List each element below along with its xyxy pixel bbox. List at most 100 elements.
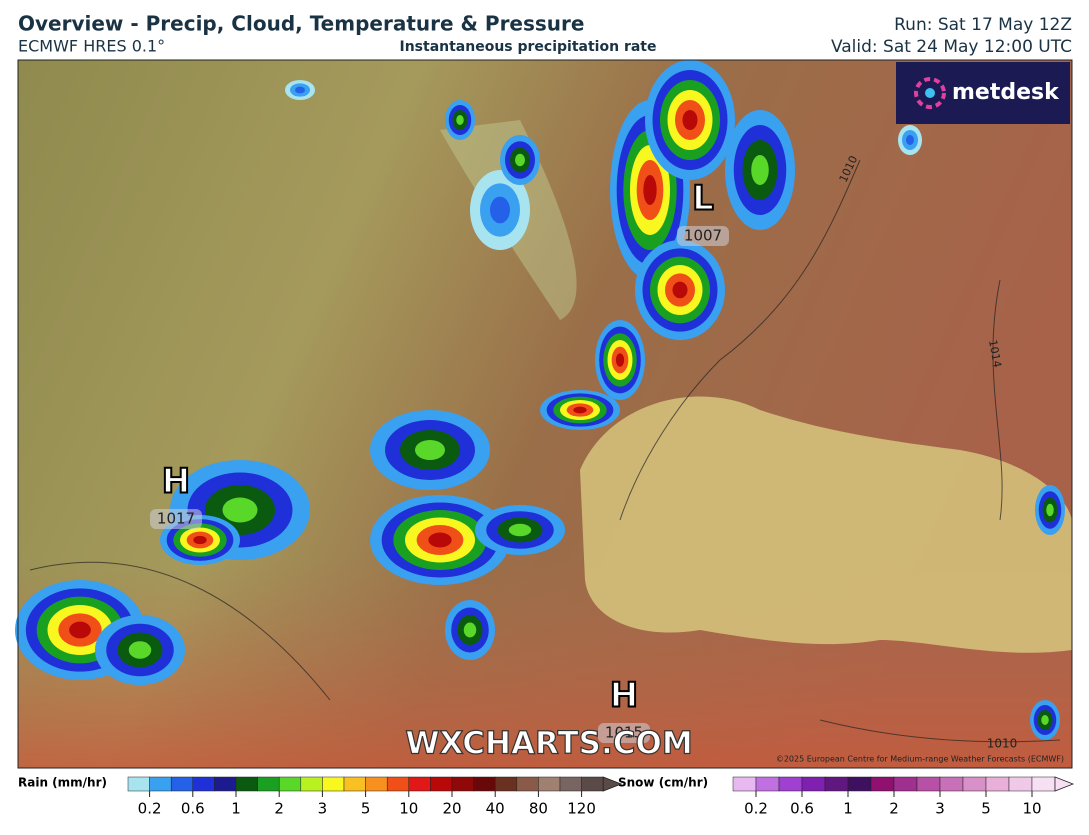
precip-cell: [193, 535, 207, 545]
snow-swatch: [732, 776, 757, 792]
isobar-label: 1014: [986, 339, 1004, 369]
rain-tick-label: 40: [486, 800, 505, 818]
precip-cell: [508, 523, 532, 537]
precip-cell: [490, 196, 510, 224]
precip-cell: [1046, 503, 1054, 517]
precip-cell: [1041, 715, 1049, 725]
rain-tick-label: 120: [567, 800, 596, 818]
rain-swatch: [581, 776, 604, 792]
rain-swatch: [343, 776, 366, 792]
rain-swatch: [300, 776, 323, 792]
rain-swatch: [494, 776, 518, 792]
precip-cell: [428, 532, 452, 548]
pressure-symbol: L: [692, 179, 714, 219]
rain-tick-label: 1: [231, 800, 241, 818]
isobar: [992, 279, 1003, 521]
rain-swatch: [473, 776, 496, 792]
valid-time: Valid: Sat 24 May 12:00 UTC: [831, 37, 1072, 57]
precip-cell: [643, 175, 657, 205]
rain-legend-label: Rain (mm/hr): [18, 776, 107, 790]
rain-tick-label: 3: [318, 800, 328, 818]
snow-swatch: [985, 776, 1010, 792]
precip-cell: [295, 86, 305, 94]
snow-tick-label: 3: [935, 800, 945, 818]
precip-cell: [615, 353, 625, 367]
snow-swatch: [778, 776, 803, 792]
rain-swatch: [127, 776, 150, 792]
precip-cell: [69, 621, 91, 639]
rain-swatch: [192, 776, 215, 792]
snow-swatch: [939, 776, 964, 792]
pressure-value: 1007: [684, 227, 722, 245]
pressure-symbol: H: [610, 676, 638, 716]
snow-swatch: [801, 776, 826, 792]
rain-tick-label: 0.2: [138, 800, 162, 818]
watermark: WXCHARTS.COM: [405, 726, 692, 762]
snow-tick-label: 2: [889, 800, 899, 818]
snow-arrow: [1054, 776, 1075, 792]
precip-cell: [515, 153, 525, 167]
precip-cell: [751, 155, 769, 185]
pressure-value: 1015: [605, 724, 643, 742]
precip-cell: [456, 115, 464, 125]
rain-swatch: [559, 776, 582, 792]
precip-cell: [906, 135, 914, 145]
rain-swatch: [408, 776, 431, 792]
pressure-value: 1017: [157, 510, 195, 528]
precip-cell: [463, 622, 477, 638]
snow-swatch: [870, 776, 895, 792]
precip-cell: [128, 641, 152, 659]
snow-tick-label: 0.2: [744, 800, 768, 818]
rain-tick-label: 2: [274, 800, 284, 818]
snow-tick-label: 5: [981, 800, 991, 818]
rain-swatch: [430, 776, 453, 792]
black-sea: [580, 396, 1072, 653]
precipitation: [15, 60, 1065, 740]
snow-swatch: [893, 776, 918, 792]
rain-swatch: [365, 776, 388, 792]
map-frame: [17, 59, 1073, 769]
isobar: [619, 159, 861, 521]
rain-tick-label: 80: [529, 800, 548, 818]
pressure-symbol: H: [162, 462, 190, 502]
precip-cell: [672, 281, 688, 299]
title: Overview - Precip, Cloud, Temperature & …: [18, 12, 584, 36]
isobar: [29, 561, 331, 701]
snow-legend-label: Snow (cm/hr): [618, 776, 708, 790]
pressure-value-box: [598, 723, 650, 743]
rain-swatch: [322, 776, 345, 792]
subtitle: Instantaneous precipitation rate: [400, 39, 657, 55]
precip-cell: [573, 406, 587, 414]
precip-cell: [222, 497, 258, 523]
rain-tick-label: 5: [361, 800, 371, 818]
model: ECMWF HRES 0.1°: [18, 37, 165, 56]
pressure-centers: H 1017 L 1007 H 1015: [150, 178, 729, 743]
isobar: [819, 719, 1061, 743]
precip-cell: [415, 440, 445, 460]
rain-tick-label: 10: [399, 800, 418, 818]
snow-swatch: [1031, 776, 1056, 792]
rain-swatch: [235, 776, 258, 792]
snow-tick-label: 10: [1022, 800, 1041, 818]
legend: 0.2 0.6 1 2 3 5 10 20 40 80 120 0.2 0.6 1 2 3 5 10: [127, 776, 1075, 818]
rain-swatch: [214, 776, 237, 792]
snow-swatch: [847, 776, 872, 792]
snow-swatch: [962, 776, 987, 792]
isobars: [29, 159, 1061, 743]
snow-swatch: [1008, 776, 1033, 792]
snow-tick-label: 0.6: [790, 800, 814, 818]
snow-tick-label: 1: [843, 800, 853, 818]
rain-swatch: [149, 776, 172, 792]
pressure-value-box: [150, 509, 202, 529]
snow-swatch: [755, 776, 780, 792]
rain-tick-label: 20: [442, 800, 461, 818]
rain-swatch: [451, 776, 474, 792]
precip-cell: [682, 110, 698, 130]
snow-swatch: [824, 776, 849, 792]
isobar-label: 1010: [987, 737, 1018, 751]
rain-swatch: [386, 776, 410, 792]
rain-swatch: [516, 776, 539, 792]
rain-arrow: [602, 776, 623, 792]
